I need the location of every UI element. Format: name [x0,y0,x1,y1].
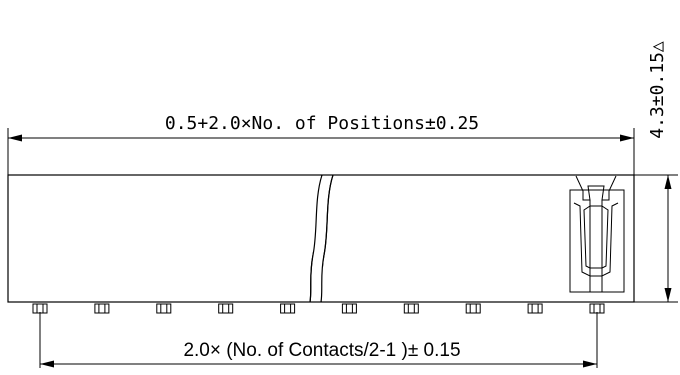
contact-blade [589,205,603,269]
bottom-dim-arrow-left [40,360,54,368]
height-dim-arrow-top [664,175,672,189]
pin-outline [156,303,172,314]
pin-outline [465,303,481,314]
pin [280,303,296,314]
top-dim-arrow-left [8,134,22,142]
top-dim-label: 0.5+2.0×No. of Positions±0.25 [165,113,479,134]
pin-outline [341,303,357,314]
bottom-dim-arrow-right [583,360,597,368]
top-dim-arrow-right [620,134,634,142]
bottom-dim-label: 2.0× (No. of Contacts/2-1 )± 0.15 [183,340,460,361]
pin-outline [589,303,605,314]
pin [527,303,543,314]
contact-tail-top [589,275,603,293]
height-dimension: 4.3±0.15△ [634,41,678,303]
pin [341,303,357,314]
pin-outline [32,303,48,314]
contact-detail [569,175,625,293]
pin-outline [94,303,110,314]
pin [32,303,48,314]
bottom-dimension: 2.0× (No. of Contacts/2-1 )± 0.15 [39,312,598,368]
pin [589,303,605,314]
top-dimension: 0.5+2.0×No. of Positions±0.25 [7,113,635,175]
pin-outline [218,303,234,314]
connector-body [7,174,635,303]
pin-row [32,303,605,314]
pin [94,303,110,314]
height-dim-arrow-bottom [664,288,672,302]
pin-outline [527,303,543,314]
contact-entry [575,175,617,201]
pin [465,303,481,314]
pin [403,303,419,314]
height-dim-label: 4.3±0.15△ [647,41,668,139]
pin [156,303,172,314]
pin-outline [280,303,296,314]
pin-outline [403,303,419,314]
pin [218,303,234,314]
